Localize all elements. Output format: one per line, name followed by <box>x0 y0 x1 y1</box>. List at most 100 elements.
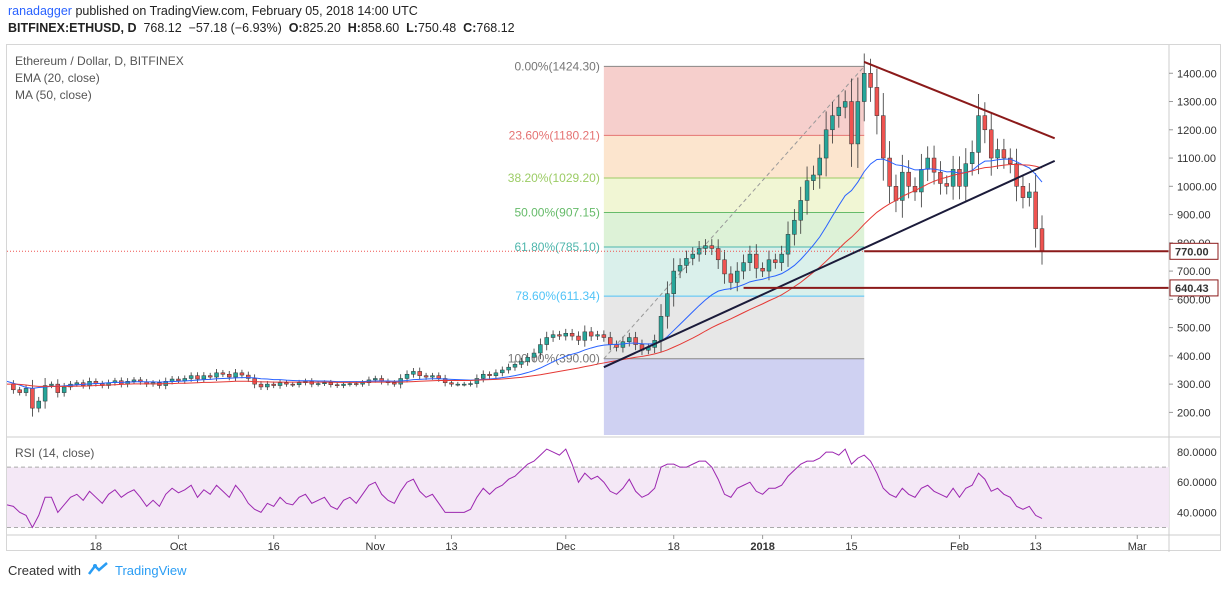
candle-body <box>417 371 422 376</box>
candle-body <box>995 149 1000 159</box>
candle-body <box>207 375 213 378</box>
candle-body <box>881 115 886 159</box>
candle-up <box>106 379 111 389</box>
candle-down <box>881 93 886 181</box>
candle-up <box>519 357 524 369</box>
candle-up <box>595 330 600 340</box>
high-label: H: <box>347 21 361 35</box>
candle-down <box>893 174 899 213</box>
candle-down <box>906 160 911 199</box>
candle-up <box>950 155 956 200</box>
candle-up <box>474 374 480 388</box>
price-tick-label: 1000.00 <box>1177 181 1217 193</box>
time-tick-label: Oct <box>170 541 187 552</box>
candle-up <box>506 363 511 374</box>
candle-up <box>677 258 683 279</box>
candle-body <box>963 163 969 187</box>
candle-body <box>842 101 848 108</box>
candle-body <box>354 383 359 385</box>
candle-down <box>227 370 232 381</box>
symbol-label: BITFINEX:ETHUSD, D <box>8 21 137 35</box>
fib-diagonal <box>603 66 865 360</box>
candle-down <box>1008 148 1013 174</box>
tradingview-logo-icon[interactable] <box>87 562 109 579</box>
candle-down <box>207 372 213 380</box>
candle-body <box>277 382 283 386</box>
candle-up <box>817 144 822 189</box>
candle-body <box>798 200 803 221</box>
candle-up <box>233 368 238 381</box>
candle-body <box>328 382 334 385</box>
candle-down <box>379 375 384 385</box>
candle-up <box>690 247 695 266</box>
candle-body <box>55 383 61 393</box>
price-axis[interactable]: 200.00300.00400.00500.00600.00700.00800.… <box>1168 45 1219 552</box>
candle-body <box>900 171 905 201</box>
candle-down <box>1033 173 1038 248</box>
fib-level-label: 0.00%(1424.30) <box>514 59 599 73</box>
candle-up <box>1027 183 1032 207</box>
candle-body <box>493 372 499 376</box>
candle-down <box>982 102 988 144</box>
candle-body <box>550 334 556 338</box>
candle-up <box>531 348 537 362</box>
candle-body <box>735 270 740 283</box>
candle-down <box>715 239 721 269</box>
candle-down <box>144 378 149 388</box>
chart-canvas[interactable]: 0.00%(1424.30) 23.60%(1180.21) 38.20%(1029… <box>7 45 1222 552</box>
candle-up <box>741 254 746 280</box>
candle-down <box>569 328 575 341</box>
support-trendline <box>603 159 1056 369</box>
candle-body <box>195 375 200 380</box>
time-axis[interactable]: 18 Oct 16 Nov 13 Dec 18 2018 15 Feb 13 Mar <box>7 534 1220 552</box>
candle-body <box>601 334 607 338</box>
tradingview-brand[interactable]: TradingView <box>114 563 187 578</box>
price-tag-box <box>1169 279 1219 297</box>
candle-body <box>233 372 238 378</box>
candle-down <box>988 112 994 176</box>
candle-body <box>49 383 54 386</box>
candle-up <box>512 360 518 371</box>
author-link[interactable]: ranadagger <box>8 4 72 18</box>
candle-body <box>455 383 461 386</box>
candle-up <box>861 53 867 122</box>
candle-body <box>169 378 175 382</box>
candle-up <box>538 338 543 360</box>
candle-body <box>17 389 22 393</box>
chart-frame[interactable]: 0.00%(1424.30) 23.60%(1180.21) 38.20%(1029… <box>6 44 1222 552</box>
price-tag-box <box>1169 242 1219 260</box>
candle-body <box>830 115 835 131</box>
candle-down <box>258 381 264 390</box>
rsi-band-fill <box>7 467 1169 528</box>
candle-body <box>969 152 975 164</box>
candle-up <box>804 166 810 215</box>
change-value: −57.18 (−6.93%) <box>188 21 282 35</box>
candle-body <box>461 383 467 386</box>
candle-body <box>715 248 721 261</box>
candle-body <box>887 157 892 187</box>
time-tick-label: 13 <box>445 541 457 552</box>
candle-body <box>1020 186 1026 198</box>
chart-title: Ethereum / Dollar, D, BITFINEX <box>15 54 184 68</box>
candle-up <box>703 239 708 256</box>
candle-body <box>906 171 911 187</box>
candle-body <box>258 383 264 388</box>
ema20-line <box>7 158 1043 389</box>
candle-up <box>900 154 905 218</box>
candle-down <box>773 253 778 269</box>
close-value: 768.12 <box>143 21 182 35</box>
price-tag-text: 770.00 <box>1175 246 1209 258</box>
candle-body <box>423 375 429 378</box>
fib-level-label: 50.00%(907.15) <box>514 206 599 220</box>
candle-body <box>957 169 962 187</box>
candle-body <box>747 253 753 263</box>
candle-down <box>334 382 340 388</box>
candle-body <box>61 386 67 393</box>
candle-down <box>195 372 200 383</box>
close-ohlc-value: 768.12 <box>476 21 515 35</box>
candle-down <box>957 156 962 200</box>
price-label-tag: 770.00 <box>1169 242 1219 260</box>
price-tick-label: 500.00 <box>1177 323 1211 335</box>
candle-up <box>23 384 29 397</box>
candle-up <box>500 366 505 377</box>
